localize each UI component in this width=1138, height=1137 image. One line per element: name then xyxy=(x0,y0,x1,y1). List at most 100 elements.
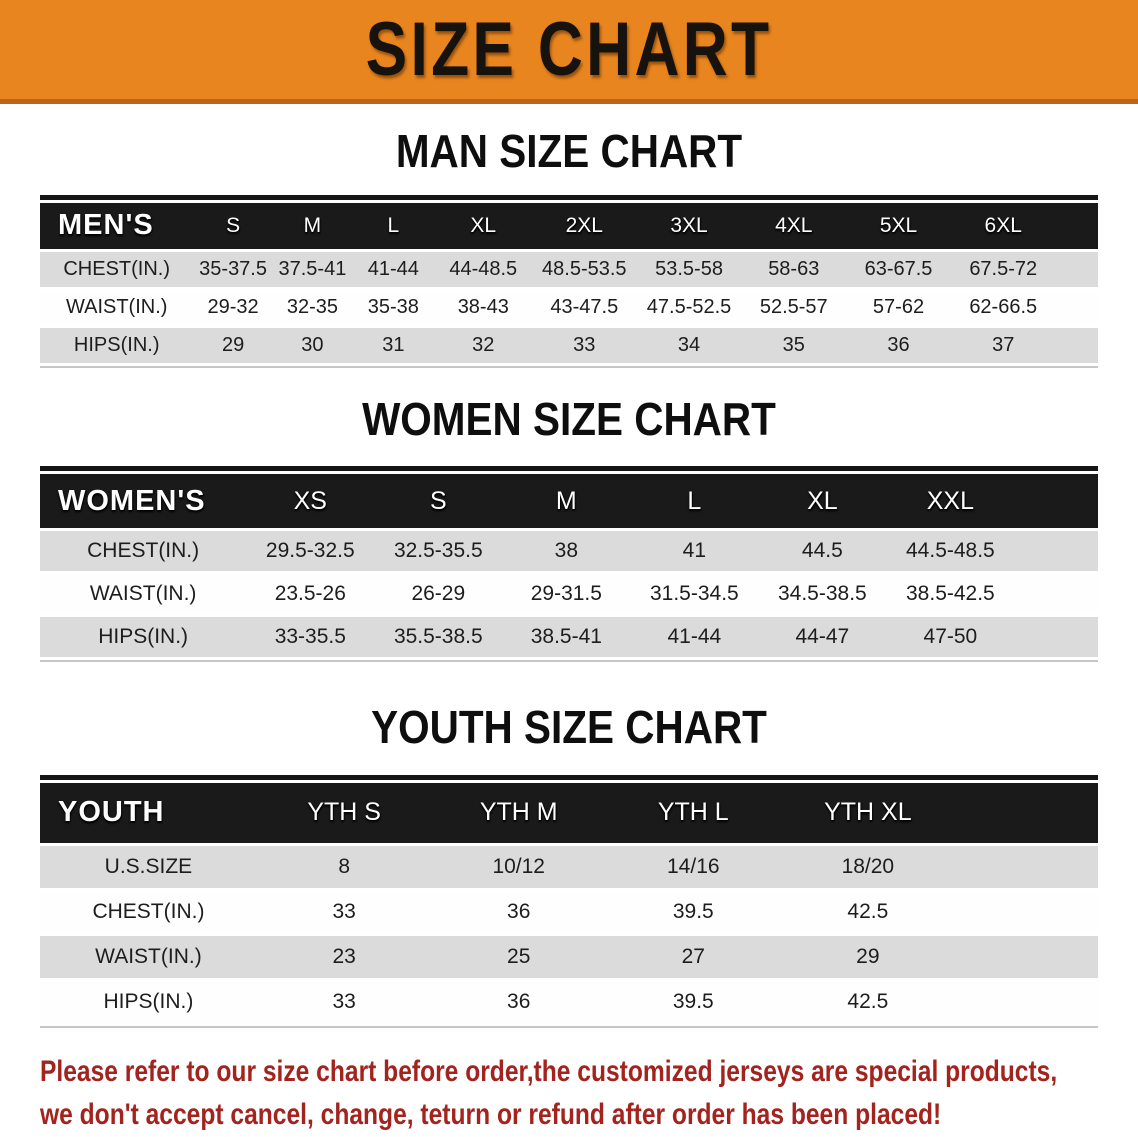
size-column-header: YTH M xyxy=(431,782,606,843)
row-spacer xyxy=(955,980,1098,1023)
size-column-header: S xyxy=(374,474,503,529)
row-label: HIPS(IN.) xyxy=(40,980,257,1023)
header-spacer xyxy=(1014,474,1098,529)
size-value-cell: 31 xyxy=(352,327,435,363)
size-value-cell: 32-35 xyxy=(272,289,353,325)
size-value-cell: 33 xyxy=(256,980,432,1023)
size-section: WOMEN SIZE CHART WOMEN'S XS S M L XL XXL CHEST(I… xyxy=(0,392,1138,663)
size-value-cell: 35.5-38.5 xyxy=(374,617,503,658)
size-value-cell: 33 xyxy=(256,890,432,933)
row-label: WAIST(IN.) xyxy=(40,935,257,978)
size-value-cell: 42.5 xyxy=(780,980,956,1023)
size-value-cell: 38 xyxy=(502,531,631,572)
measurement-row: WAIST(IN.) 23.5-26 26-29 29-31.5 31.5-34.5 34… xyxy=(40,574,1098,615)
banner: SIZE CHART xyxy=(0,0,1138,104)
size-value-cell: 41-44 xyxy=(630,617,759,658)
size-column-header: L xyxy=(352,202,435,249)
row-spacer xyxy=(1014,531,1098,572)
measurement-row: HIPS(IN.) 33 36 39.5 42.5 xyxy=(40,980,1098,1023)
header-row: WOMEN'S XS S M L XL XXL xyxy=(40,474,1098,529)
size-column-header: YTH L xyxy=(606,782,781,843)
size-value-cell: 36 xyxy=(431,890,606,933)
notice-line-1: Please refer to our size chart before or… xyxy=(40,1054,1058,1088)
row-spacer xyxy=(1055,327,1098,363)
size-column-header: 4XL xyxy=(741,202,847,249)
size-value-cell: 32.5-35.5 xyxy=(374,531,503,572)
size-table: WOMEN'S XS S M L XL XXL CHEST(IN.) 29.5-32.5 32.5… xyxy=(40,471,1098,660)
size-value-cell: 18/20 xyxy=(780,845,956,888)
size-column-header: 3XL xyxy=(636,202,742,249)
size-value-cell: 35 xyxy=(741,327,847,363)
size-column-header: M xyxy=(502,474,631,529)
header-row: YOUTH YTH S YTH M YTH L YTH XL xyxy=(40,782,1098,843)
size-value-cell: 27 xyxy=(606,935,781,978)
size-column-header: YTH XL xyxy=(780,782,956,843)
row-spacer xyxy=(1014,617,1098,658)
size-value-cell: 44.5-48.5 xyxy=(886,531,1015,572)
size-value-cell: 57-62 xyxy=(846,289,951,325)
row-spacer xyxy=(955,890,1098,933)
size-value-cell: 48.5-53.5 xyxy=(531,251,637,287)
size-value-cell: 29-32 xyxy=(193,289,273,325)
size-column-header: M xyxy=(272,202,353,249)
size-value-cell: 29.5-32.5 xyxy=(246,531,375,572)
size-column-header: XS xyxy=(246,474,375,529)
size-value-cell: 58-63 xyxy=(741,251,847,287)
size-value-cell: 33-35.5 xyxy=(246,617,375,658)
row-label: WAIST(IN.) xyxy=(40,289,194,325)
size-column-header: 5XL xyxy=(846,202,951,249)
row-label: CHEST(IN.) xyxy=(40,251,194,287)
row-spacer xyxy=(1055,251,1098,287)
row-spacer xyxy=(955,935,1098,978)
size-value-cell: 30 xyxy=(272,327,353,363)
row-label: WAIST(IN.) xyxy=(40,574,247,615)
size-value-cell: 29-31.5 xyxy=(502,574,631,615)
measurement-row: WAIST(IN.) 23 25 27 29 xyxy=(40,935,1098,978)
size-value-cell: 35-38 xyxy=(352,289,435,325)
measurement-row: HIPS(IN.) 29 30 31 32 33 34 35 36 37 xyxy=(40,327,1098,363)
size-value-cell: 36 xyxy=(431,980,606,1023)
size-table: MEN'S S M L XL 2XL 3XL 4XL 5XL 6XL CHEST(IN.) 35-37… xyxy=(40,200,1098,366)
group-label: WOMEN'S xyxy=(40,474,247,529)
size-column-header: XXL xyxy=(886,474,1015,529)
size-value-cell: 38.5-41 xyxy=(502,617,631,658)
table-top-rule xyxy=(40,194,1098,200)
size-value-cell: 37 xyxy=(950,327,1056,363)
row-spacer xyxy=(1014,574,1098,615)
row-label: HIPS(IN.) xyxy=(40,617,247,658)
size-value-cell: 8 xyxy=(256,845,432,888)
table-top-rule xyxy=(40,774,1098,780)
size-value-cell: 25 xyxy=(431,935,606,978)
size-value-cell: 38.5-42.5 xyxy=(886,574,1015,615)
size-value-cell: 52.5-57 xyxy=(741,289,847,325)
size-column-header: 2XL xyxy=(531,202,637,249)
size-value-cell: 44-47 xyxy=(758,617,887,658)
size-value-cell: 14/16 xyxy=(606,845,781,888)
measurement-row: HIPS(IN.) 33-35.5 35.5-38.5 38.5-41 41-44 44-… xyxy=(40,617,1098,658)
size-value-cell: 67.5-72 xyxy=(950,251,1056,287)
row-label: CHEST(IN.) xyxy=(40,531,247,572)
group-label: YOUTH xyxy=(40,782,257,843)
size-table-wrap: MEN'S S M L XL 2XL 3XL 4XL 5XL 6XL CHEST(IN.) 35-37… xyxy=(40,194,1098,368)
size-section: YOUTH SIZE CHART YOUTH YTH S YTH M YTH L YTH … xyxy=(0,702,1138,1028)
size-value-cell: 41-44 xyxy=(352,251,435,287)
size-value-cell: 43-47.5 xyxy=(531,289,637,325)
section-title: WOMEN SIZE CHART xyxy=(362,392,776,445)
size-column-header: YTH S xyxy=(256,782,432,843)
size-value-cell: 38-43 xyxy=(434,289,532,325)
size-value-cell: 39.5 xyxy=(606,890,781,933)
size-value-cell: 33 xyxy=(531,327,637,363)
size-value-cell: 63-67.5 xyxy=(846,251,951,287)
size-column-header: XL xyxy=(758,474,887,529)
row-label: HIPS(IN.) xyxy=(40,327,194,363)
size-value-cell: 44.5 xyxy=(758,531,887,572)
size-column-header: L xyxy=(630,474,759,529)
size-value-cell: 34 xyxy=(636,327,742,363)
order-notice: Please refer to our size chart before or… xyxy=(0,1050,1138,1137)
size-column-header: 6XL xyxy=(950,202,1056,249)
section-title: MAN SIZE CHART xyxy=(395,125,743,177)
size-value-cell: 41 xyxy=(630,531,759,572)
header-spacer xyxy=(955,782,1098,843)
size-value-cell: 53.5-58 xyxy=(636,251,742,287)
